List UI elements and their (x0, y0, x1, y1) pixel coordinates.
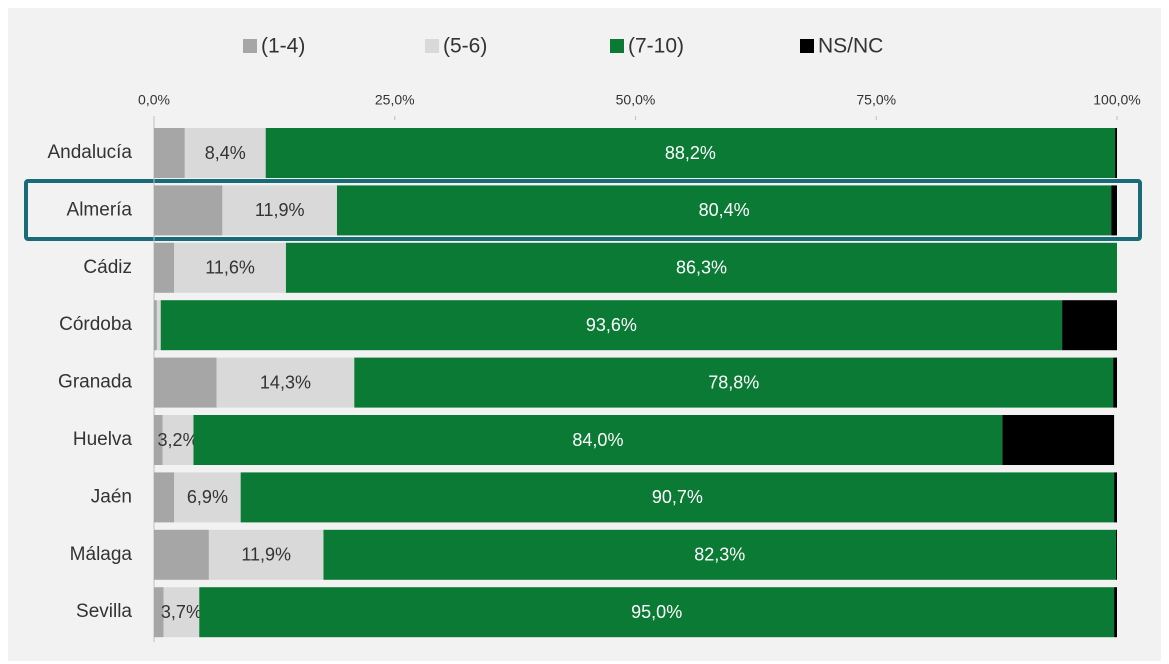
value-label: 84,0% (572, 430, 623, 450)
bar-segment (154, 415, 163, 465)
value-label: 95,0% (631, 602, 682, 622)
bar-segment (184, 128, 266, 178)
y-tick-label: Córdoba (59, 314, 132, 335)
bar-segment (154, 300, 157, 351)
value-label: 3,7% (161, 602, 202, 622)
bar-segment (174, 472, 241, 523)
legend-swatch (425, 39, 439, 53)
y-tick-label: Cádiz (83, 257, 132, 278)
value-label: 93,6% (586, 315, 637, 335)
x-tick-label: 25,0% (375, 92, 415, 108)
value-label: 80,4% (699, 200, 750, 220)
y-tick-label: Huelva (73, 429, 133, 450)
legend-label: (1-4) (261, 35, 305, 58)
bar-segment (154, 185, 223, 236)
value-label: 90,7% (652, 487, 703, 507)
y-tick-label: Jaén (91, 486, 132, 507)
bar-segment (1115, 128, 1117, 178)
bar-segment (160, 300, 1063, 351)
bar-segment (154, 472, 175, 523)
value-label: 11,6% (205, 258, 255, 278)
bar-segment (154, 128, 185, 178)
bar-segment (208, 529, 324, 580)
value-label: 14,3% (260, 372, 311, 392)
legend-label: (5-6) (443, 35, 487, 58)
bar-segment (222, 185, 337, 236)
bar-segment (1111, 185, 1117, 236)
bar-segment (1062, 300, 1117, 351)
bar-segment (154, 529, 209, 580)
bar-segment (1116, 529, 1117, 580)
bar-segment (323, 529, 1117, 580)
y-tick-label: Almería (67, 199, 133, 220)
y-tick-label: Sevilla (76, 601, 132, 622)
legend-swatch (800, 39, 814, 53)
bar-segment (154, 357, 217, 408)
value-label: 88,2% (665, 143, 716, 163)
bar-segment (1114, 472, 1117, 523)
x-tick-label: 100,0% (1093, 92, 1140, 108)
bar-segment (354, 357, 1114, 408)
bar-segment (265, 128, 1116, 178)
bar-segment (1114, 587, 1117, 638)
bar-segment (285, 242, 1117, 293)
highlight-box (24, 179, 1142, 241)
value-label: 82,3% (694, 545, 745, 565)
bar-segment (163, 587, 200, 638)
bar-segment (154, 587, 164, 638)
y-tick-label: Málaga (70, 544, 133, 565)
bar-segment (174, 242, 286, 293)
bar-segment (156, 300, 161, 351)
value-label: 78,8% (708, 372, 759, 392)
legend-swatch (243, 39, 257, 53)
value-label: 8,4% (205, 143, 246, 163)
bar-segment (1002, 415, 1115, 465)
bar-segment (193, 415, 1003, 465)
x-tick-label: 50,0% (616, 92, 656, 108)
legend-label: (7-10) (628, 35, 684, 58)
value-label: 3,2% (158, 430, 199, 450)
y-tick-label: Andalucía (47, 142, 132, 163)
bar-segment (216, 357, 355, 408)
value-label: 6,9% (187, 487, 228, 507)
x-tick-label: 0,0% (138, 92, 170, 108)
y-tick-label: Granada (58, 372, 132, 393)
legend-label: NS/NC (818, 35, 883, 58)
bar-segment (1113, 357, 1117, 408)
bar-segment (154, 242, 175, 293)
value-label: 11,9% (255, 200, 305, 220)
bar-segment (240, 472, 1115, 523)
bar-segment (199, 587, 1115, 638)
legend-swatch (610, 39, 624, 53)
value-label: 86,3% (676, 258, 727, 278)
value-label: 11,9% (241, 545, 291, 565)
bar-segment (336, 185, 1112, 236)
x-tick-label: 75,0% (856, 92, 896, 108)
bar-segment (162, 415, 194, 465)
